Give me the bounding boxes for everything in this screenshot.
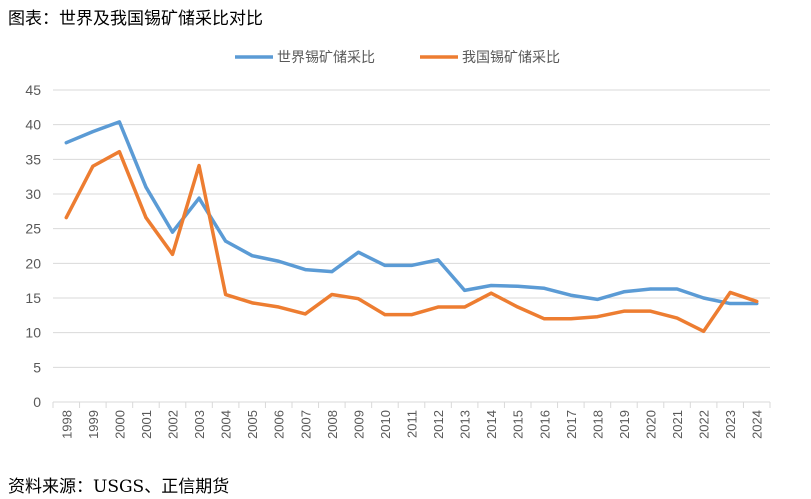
data-point <box>197 164 201 168</box>
data-point <box>171 230 174 234</box>
data-point <box>622 309 626 313</box>
data-point <box>117 150 121 154</box>
data-point <box>542 317 546 321</box>
data-point <box>356 250 360 254</box>
data-point <box>516 284 520 288</box>
y-tick-label: 45 <box>25 82 41 98</box>
data-point <box>436 305 440 309</box>
data-point <box>303 268 307 272</box>
legend-label: 世界锡矿储采比 <box>277 49 375 65</box>
data-point <box>649 309 652 313</box>
data-point <box>463 288 467 292</box>
data-point <box>117 120 121 124</box>
data-point <box>383 313 387 317</box>
x-tick-label: 2014 <box>484 410 499 439</box>
x-tick-label: 2019 <box>617 410 632 439</box>
y-tick-label: 15 <box>25 290 41 306</box>
x-tick-label: 1999 <box>86 410 101 439</box>
x-tick-label: 2001 <box>139 410 154 439</box>
data-point <box>702 329 706 333</box>
chart-title: 图表：世界及我国锡矿储采比对比 <box>8 9 263 29</box>
data-point <box>330 270 334 274</box>
y-tick-label: 0 <box>33 394 41 410</box>
data-point <box>91 164 95 168</box>
x-tick-label: 2008 <box>325 410 340 439</box>
x-tick-label: 2011 <box>405 410 420 438</box>
data-point <box>436 258 440 262</box>
data-point <box>277 305 281 309</box>
data-point <box>675 316 679 320</box>
x-tick-label: 1998 <box>59 410 74 439</box>
data-point <box>303 312 307 316</box>
data-point <box>516 305 520 309</box>
x-tick-label: 2010 <box>378 410 393 439</box>
x-tick-label: 2009 <box>351 410 366 439</box>
source-note: 资料来源：USGS、正信期货 <box>8 477 230 497</box>
x-tick-label: 2018 <box>590 410 605 439</box>
x-tick-label: 2015 <box>511 410 526 439</box>
x-tick-label: 2003 <box>192 410 207 439</box>
y-tick-label: 20 <box>25 255 41 271</box>
series-line-1 <box>64 120 759 306</box>
x-tick-label: 2006 <box>272 410 287 439</box>
x-tick-label: 2016 <box>537 410 552 439</box>
data-point <box>542 286 546 290</box>
data-point <box>489 291 493 295</box>
data-point <box>277 259 281 263</box>
data-point <box>569 293 573 297</box>
data-point <box>463 305 467 309</box>
x-tick-label: 2013 <box>458 410 473 439</box>
data-point <box>755 299 759 303</box>
data-point <box>144 185 148 189</box>
x-tick-label: 2024 <box>750 410 765 439</box>
data-point <box>728 302 732 306</box>
x-tick-label: 2022 <box>697 410 712 439</box>
line-chart: 0 5 10 15 20 25 30 35 40 45 1998 1999 2000 2001 2002 20… <box>25 49 771 439</box>
x-tick-label: 2021 <box>670 410 685 439</box>
data-point <box>250 254 254 258</box>
data-point <box>595 297 599 301</box>
y-tick-label: 35 <box>25 151 41 167</box>
data-point <box>64 216 68 220</box>
y-tick-label: 5 <box>33 359 41 375</box>
legend-label: 我国锡矿储采比 <box>462 49 560 65</box>
data-point <box>728 290 732 294</box>
x-tick-label: 2000 <box>112 410 127 439</box>
x-tick-label: 2004 <box>219 410 234 439</box>
y-tick-label: 40 <box>25 117 41 133</box>
series-line-2 <box>64 149 759 334</box>
y-tick-label: 10 <box>25 325 41 341</box>
data-point <box>91 130 95 134</box>
data-point <box>569 317 573 321</box>
data-point <box>64 141 68 145</box>
x-tick-label: 2012 <box>431 410 446 439</box>
x-tick-label: 2023 <box>723 410 738 439</box>
data-point <box>622 290 626 294</box>
x-tick-label: 2020 <box>644 410 659 439</box>
y-tick-label: 30 <box>25 186 41 202</box>
x-tick-label: 2007 <box>298 410 313 439</box>
data-point <box>197 196 201 200</box>
data-point <box>410 313 413 317</box>
data-point <box>702 296 706 300</box>
data-point <box>250 301 254 305</box>
x-tick-label: 2005 <box>245 410 260 439</box>
data-point <box>489 284 493 288</box>
data-point <box>649 287 652 291</box>
y-tick-label: 25 <box>25 221 41 237</box>
data-point <box>410 263 413 267</box>
data-point <box>224 293 228 297</box>
data-point <box>383 263 387 267</box>
data-point <box>356 297 360 301</box>
data-point <box>330 293 334 297</box>
x-tick-label: 2017 <box>564 410 579 439</box>
data-point <box>171 252 174 256</box>
data-point <box>595 315 599 319</box>
data-point <box>675 287 679 291</box>
data-point <box>224 239 228 243</box>
data-point <box>144 216 148 220</box>
x-tick-label: 2002 <box>166 410 181 439</box>
